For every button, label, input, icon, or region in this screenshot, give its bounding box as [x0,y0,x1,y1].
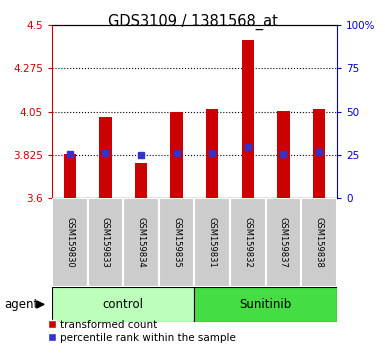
Text: GSM159832: GSM159832 [243,217,252,268]
Text: GSM159830: GSM159830 [65,217,74,268]
Text: GSM159837: GSM159837 [279,217,288,268]
Text: GSM159833: GSM159833 [101,217,110,268]
Bar [123,198,159,287]
Bar [301,198,337,287]
Bar [313,109,325,198]
Bar [135,162,147,198]
Text: agent: agent [4,298,38,311]
Bar [230,198,266,287]
Bar [99,117,112,198]
Bar [206,109,218,198]
Text: GSM159834: GSM159834 [137,217,146,268]
Bar [64,154,76,198]
Bar [194,287,337,322]
Text: GDS3109 / 1381568_at: GDS3109 / 1381568_at [107,14,278,30]
Bar [277,110,290,198]
Text: GSM159835: GSM159835 [172,217,181,268]
Bar [194,198,230,287]
Text: GSM159831: GSM159831 [208,217,217,268]
Bar [88,198,123,287]
Bar [171,112,183,198]
Text: GSM159838: GSM159838 [315,217,323,268]
Bar [52,287,194,322]
Bar [242,40,254,198]
Text: control: control [103,298,144,311]
Bar [159,198,194,287]
Legend: transformed count, percentile rank within the sample: transformed count, percentile rank withi… [44,315,240,347]
Bar [52,198,88,287]
Text: Sunitinib: Sunitinib [239,298,292,311]
Bar [266,198,301,287]
